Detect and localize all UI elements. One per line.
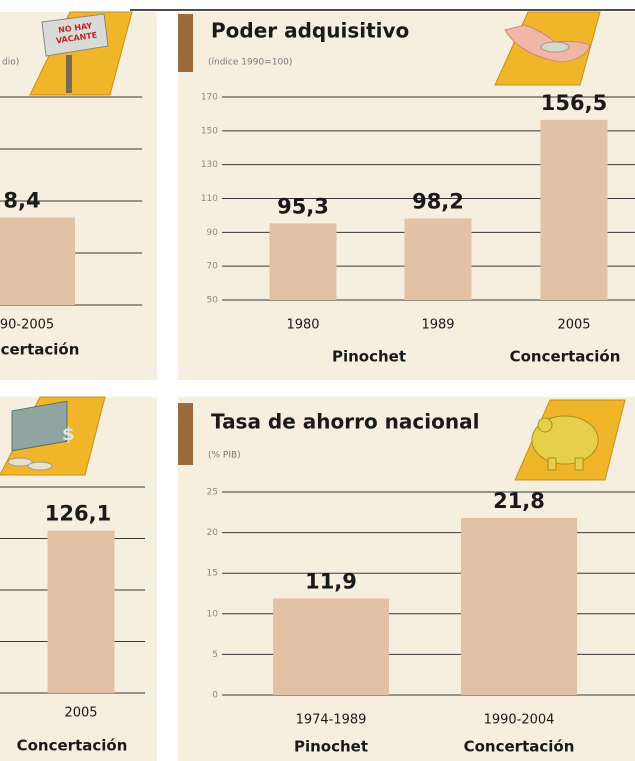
x-tick-label: 90-2005 <box>0 318 54 333</box>
group-label: certación <box>1 341 80 359</box>
y-tick-label: 0 <box>212 691 218 701</box>
y-tick-label: 20 <box>207 528 219 538</box>
value-label: 95,3 <box>277 194 329 218</box>
bar <box>273 598 389 695</box>
y-tick-label: 90 <box>207 228 219 238</box>
x-tick-label: 2005 <box>557 318 590 333</box>
y-tick-label: 70 <box>207 262 219 272</box>
infographic: NO HAY VACANTE $ Poder adquisitivo (índi… <box>0 0 635 761</box>
value-label: 126,1 <box>45 502 111 526</box>
chart-title: Poder adquisitivo <box>211 19 409 43</box>
group-label: Concertación <box>464 738 575 756</box>
y-tick-label: 15 <box>207 569 218 579</box>
group-label: Pinochet <box>332 348 406 366</box>
y-tick-label: 10 <box>207 609 219 619</box>
bar <box>0 218 75 305</box>
y-tick-label: 110 <box>201 194 218 204</box>
value-label: 11,9 <box>305 569 357 593</box>
group-label: Concertación <box>510 348 621 366</box>
y-tick-label: 170 <box>201 93 218 103</box>
y-tick-label: 130 <box>201 160 218 170</box>
y-tick-label: 25 <box>207 488 218 498</box>
chart-title: Tasa de ahorro nacional <box>211 410 479 434</box>
group-label: Pinochet <box>294 738 368 756</box>
icon-glyph: $ <box>62 424 75 445</box>
chart-subtitle: (% PIB) <box>208 451 241 461</box>
value-label: 8,4 <box>3 189 40 213</box>
x-tick-label: 1989 <box>421 318 454 333</box>
value-label: 156,5 <box>541 91 607 115</box>
bar <box>461 518 577 695</box>
x-tick-label: 2005 <box>64 706 97 721</box>
x-tick-label: 1980 <box>286 318 319 333</box>
y-tick-label: 5 <box>212 650 218 660</box>
x-tick-label: 1974-1989 <box>296 713 367 728</box>
group-label: Concertación <box>17 737 128 755</box>
x-tick-label: 1990-2004 <box>484 713 555 728</box>
value-label: 21,8 <box>493 489 545 513</box>
bar <box>405 218 472 300</box>
title-marker <box>178 403 193 465</box>
title-marker <box>178 14 193 72</box>
value-label: 98,2 <box>412 189 464 213</box>
y-tick-label: 150 <box>201 126 218 136</box>
chart-subtitle: dio) <box>2 58 19 68</box>
bar <box>270 223 337 300</box>
bar <box>541 120 608 300</box>
y-tick-label: 50 <box>207 296 219 306</box>
chart-subtitle: (índice 1990=100) <box>208 58 292 68</box>
bar <box>48 531 115 693</box>
